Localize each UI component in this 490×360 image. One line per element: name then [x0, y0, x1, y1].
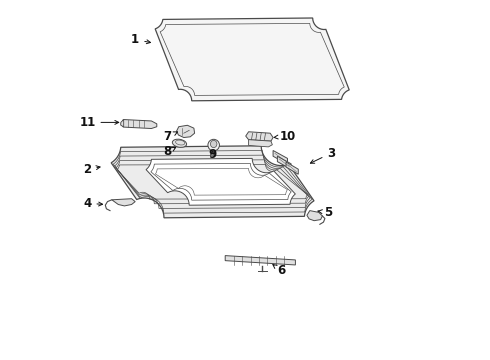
Polygon shape: [146, 158, 295, 205]
Text: 8: 8: [164, 145, 175, 158]
Polygon shape: [225, 256, 295, 265]
Text: 6: 6: [273, 264, 285, 277]
Ellipse shape: [210, 140, 217, 148]
Ellipse shape: [208, 139, 220, 151]
Polygon shape: [307, 211, 322, 221]
Text: 9: 9: [208, 148, 217, 161]
Ellipse shape: [172, 139, 187, 147]
Text: 7: 7: [164, 130, 177, 143]
Polygon shape: [121, 120, 157, 129]
Polygon shape: [286, 162, 298, 174]
Polygon shape: [111, 146, 314, 218]
Polygon shape: [248, 140, 272, 147]
Polygon shape: [176, 125, 195, 138]
Text: 5: 5: [318, 206, 332, 219]
Text: 2: 2: [83, 163, 100, 176]
Text: 10: 10: [274, 130, 296, 143]
Polygon shape: [245, 132, 273, 141]
Polygon shape: [155, 18, 349, 101]
Text: 11: 11: [79, 116, 119, 129]
Text: 4: 4: [83, 197, 102, 210]
Polygon shape: [277, 156, 291, 169]
Polygon shape: [112, 199, 135, 206]
Polygon shape: [273, 150, 288, 164]
Text: 1: 1: [131, 33, 150, 46]
Polygon shape: [121, 120, 123, 127]
Text: 3: 3: [310, 147, 336, 163]
